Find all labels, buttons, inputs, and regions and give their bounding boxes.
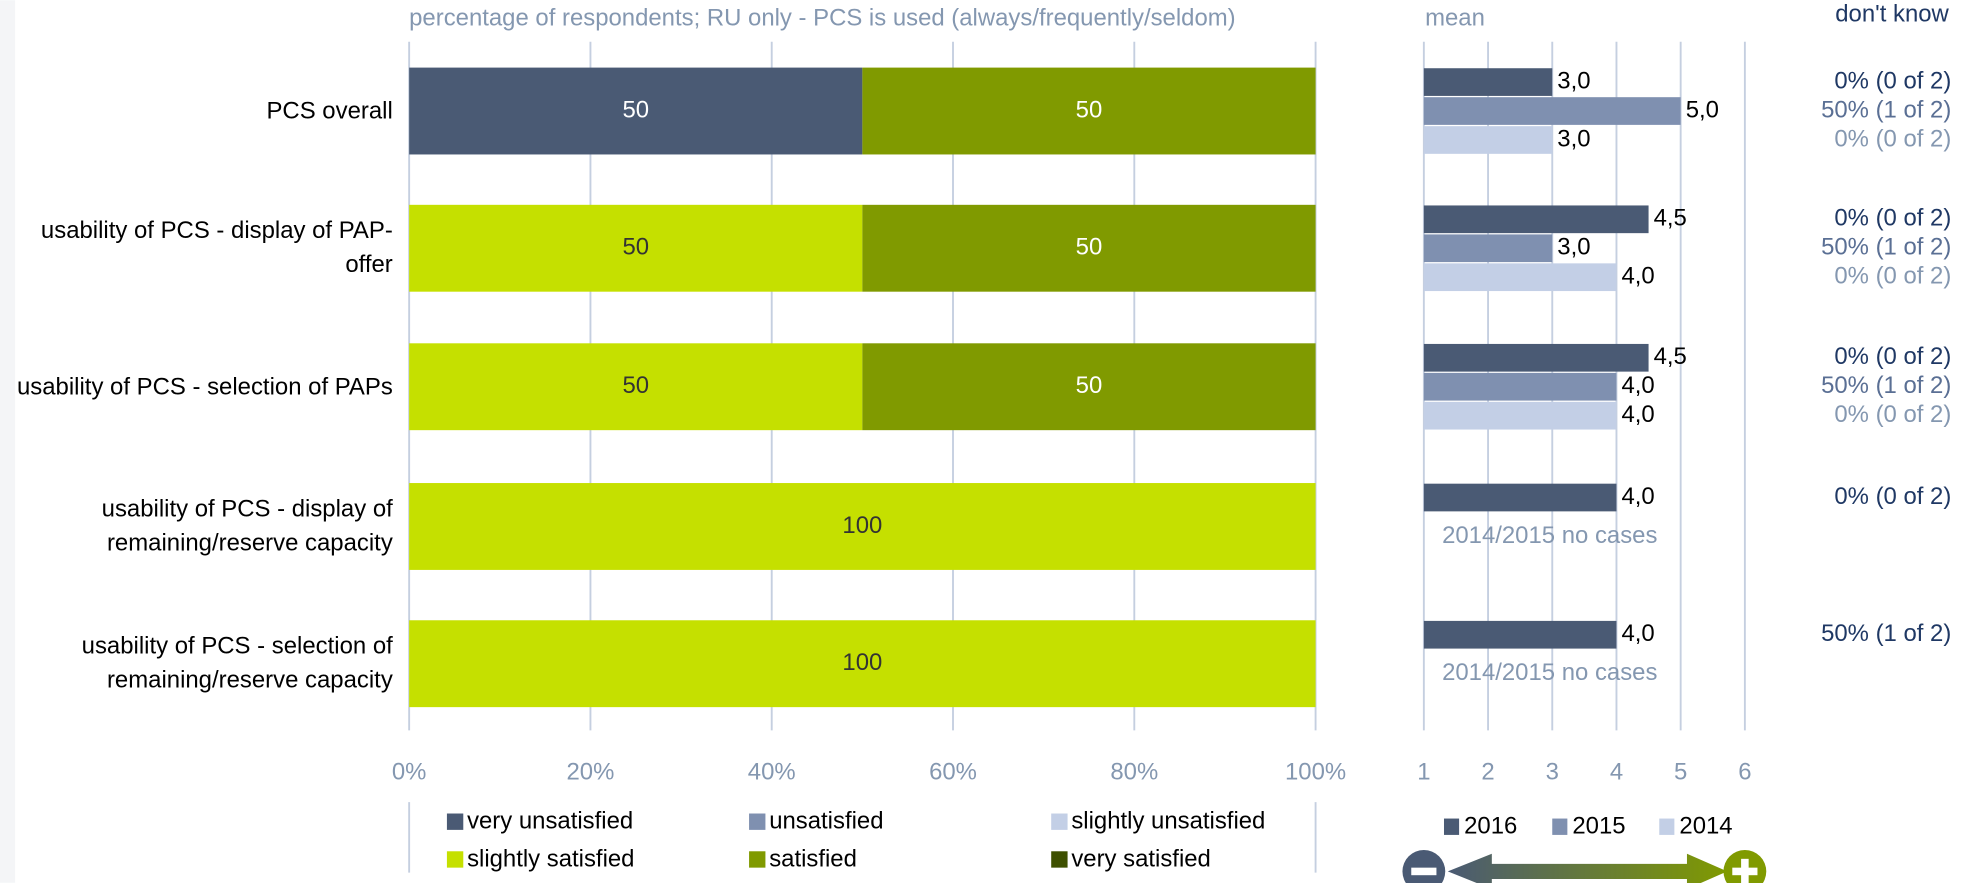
data-label: 50 [622, 372, 649, 399]
legend-label: very satisfied [1071, 845, 1211, 872]
chart-title: percentage of respondents; RU only - PCS… [409, 4, 1236, 31]
x-tick-label: 20% [567, 759, 615, 786]
legend-swatch [1051, 851, 1068, 868]
category-label: usability of PCS - selection of remainin… [81, 633, 393, 694]
bar [1423, 126, 1553, 154]
data-label: 4,5 [1654, 205, 1687, 232]
dont-know-value: 0% (0 of 2) [1834, 483, 1951, 510]
legend-swatch [1051, 813, 1068, 830]
data-label: 3,0 [1557, 125, 1590, 152]
legend-swatch [749, 851, 766, 868]
bar [1423, 205, 1649, 234]
legend-label: slightly unsatisfied [1071, 808, 1265, 835]
dont-know-value: 0% (0 of 2) [1834, 125, 1951, 152]
data-label: 4,0 [1622, 372, 1655, 399]
legend-label: 2016 [1464, 813, 1517, 840]
category-label: usability of PCS - display of PAP-offer [40, 218, 393, 279]
category-label: usability of PCS - display of remaining/… [101, 496, 393, 557]
legend-swatch [446, 813, 464, 830]
category-label: usability of PCS - selection of remainin… [81, 633, 393, 694]
x-tick-label: 4 [1610, 759, 1623, 786]
dont-know-value: 50% (1 of 2) [1821, 96, 1951, 123]
legend-swatch [749, 813, 766, 830]
side-strip [0, 0, 16, 883]
data-label: 50 [1076, 372, 1103, 399]
category-label: usability of PCS - selection of PAPs [16, 373, 393, 400]
bar-segment [409, 204, 863, 292]
bar [1423, 234, 1553, 263]
data-label: 4,0 [1622, 620, 1655, 647]
legend-label: 2015 [1572, 813, 1625, 840]
data-label: 3,0 [1557, 234, 1590, 261]
data-label: 100 [842, 512, 882, 539]
legend-label: very unsatisfied [467, 808, 633, 835]
data-label: 100 [842, 649, 882, 676]
bar-segment [862, 343, 1316, 431]
dont-know-value: 0% (0 of 2) [1834, 343, 1951, 370]
bar-segment [862, 67, 1316, 155]
bar-segment [409, 343, 863, 431]
x-tick-label: 80% [1110, 759, 1158, 786]
bar-segment [862, 204, 1316, 292]
data-label: 5,0 [1686, 96, 1719, 123]
data-label: 50 [622, 96, 649, 123]
bar [1423, 372, 1617, 401]
x-tick-label: 40% [748, 759, 796, 786]
data-label: 4,0 [1622, 401, 1655, 428]
bar-segment [409, 483, 1316, 570]
chart-title: mean [1425, 4, 1485, 31]
category-label: PCS overall [266, 97, 393, 125]
dont-know-value: 0% (0 of 2) [1834, 401, 1951, 428]
legend-swatch [446, 851, 464, 868]
bar [1423, 343, 1649, 372]
x-tick-label: 2 [1481, 759, 1494, 786]
column-title: don't know [1835, 1, 1949, 28]
dont-know-value: 50% (1 of 2) [1821, 620, 1951, 647]
dont-know-value: 0% (0 of 2) [1834, 67, 1951, 94]
legend-label: unsatisfied [769, 808, 883, 835]
x-tick-label: 3 [1546, 759, 1559, 786]
x-tick-label: 1 [1417, 759, 1430, 786]
legend-swatch [1659, 818, 1675, 835]
annotation: 2014/2015 no cases [1442, 522, 1657, 549]
scale-arrow [1402, 850, 1767, 883]
annotation: 2014/2015 no cases [1442, 659, 1657, 686]
data-label: 3,0 [1557, 67, 1590, 94]
data-label: 4,0 [1622, 483, 1655, 510]
data-label: 4,0 [1622, 263, 1655, 290]
dont-know-value: 0% (0 of 2) [1834, 263, 1951, 290]
bar-segment [409, 620, 1316, 708]
data-label: 50 [1076, 96, 1103, 123]
bar [1423, 263, 1617, 292]
category-label: PCS overall [266, 97, 393, 125]
category-label: usability of PCS - selection of PAPs [16, 373, 393, 400]
x-tick-label: 0% [392, 759, 427, 786]
x-tick-label: 6 [1738, 759, 1751, 786]
legend-swatch [1552, 818, 1568, 835]
legend-label: 2014 [1679, 813, 1732, 840]
legend-swatch [1443, 818, 1460, 835]
bar [1423, 620, 1617, 649]
bar [1423, 97, 1681, 125]
data-label: 50 [622, 234, 649, 261]
category-label: usability of PCS - display of PAP-offer [40, 218, 393, 279]
legend-label: satisfied [769, 845, 857, 872]
legend-label: slightly satisfied [467, 845, 634, 872]
dont-know-value: 0% (0 of 2) [1834, 205, 1951, 232]
x-tick-label: 60% [929, 759, 977, 786]
dont-know-value: 50% (1 of 2) [1821, 234, 1951, 261]
category-label: usability of PCS - display of remaining/… [101, 496, 393, 557]
bar-segment [409, 67, 863, 155]
x-tick-label: 5 [1674, 759, 1687, 786]
x-tick-label: 100% [1285, 759, 1346, 786]
dont-know-value: 50% (1 of 2) [1821, 372, 1951, 399]
bar [1423, 401, 1617, 430]
data-label: 50 [1076, 234, 1103, 261]
data-label: 4,5 [1654, 343, 1687, 370]
bar [1423, 68, 1553, 96]
bar [1423, 483, 1617, 512]
